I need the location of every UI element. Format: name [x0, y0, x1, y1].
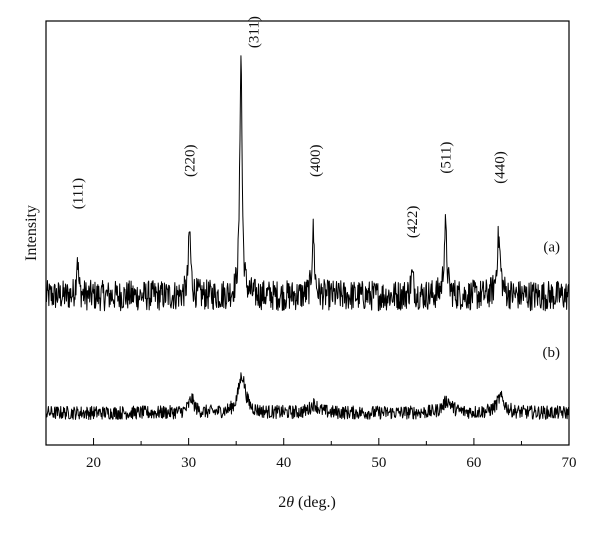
- y-axis-title: Intensity: [23, 205, 40, 261]
- series-label-a: (a): [543, 240, 560, 256]
- series-label-b: (b): [543, 345, 561, 361]
- x-tick-label: 60: [466, 455, 481, 471]
- x-axis-title-prefix: 2: [278, 494, 286, 511]
- x-tick-label: 30: [181, 455, 196, 471]
- x-tick-label: 20: [86, 455, 101, 471]
- x-tick-label: 70: [562, 455, 577, 471]
- x-axis-title-unit: (deg.): [294, 494, 336, 511]
- peak-label: (111): [70, 178, 86, 209]
- series-line-b: [45, 372, 570, 420]
- series-labels: (a) (b): [543, 240, 561, 361]
- peak-label: (220): [183, 145, 199, 178]
- peak-label: (511): [438, 142, 454, 174]
- peak-label: (311): [246, 16, 262, 48]
- x-axis-title: 2θ (deg.): [278, 494, 336, 511]
- x-axis-title-symbol: θ: [286, 494, 294, 511]
- peak-label: (440): [493, 151, 509, 184]
- series-line-a: [45, 55, 570, 312]
- series-layer: [45, 55, 570, 420]
- x-tick-label: 50: [371, 455, 386, 471]
- peak-labels: (111) (220) (311) (400) (422) (511) (440): [70, 16, 508, 238]
- plot-frame: [45, 20, 570, 446]
- peak-label: (422): [405, 206, 421, 239]
- x-tick-label: 40: [276, 455, 291, 471]
- peak-label: (400): [308, 145, 324, 178]
- x-axis-ticks: 20 30 40 50 60 70: [45, 438, 577, 471]
